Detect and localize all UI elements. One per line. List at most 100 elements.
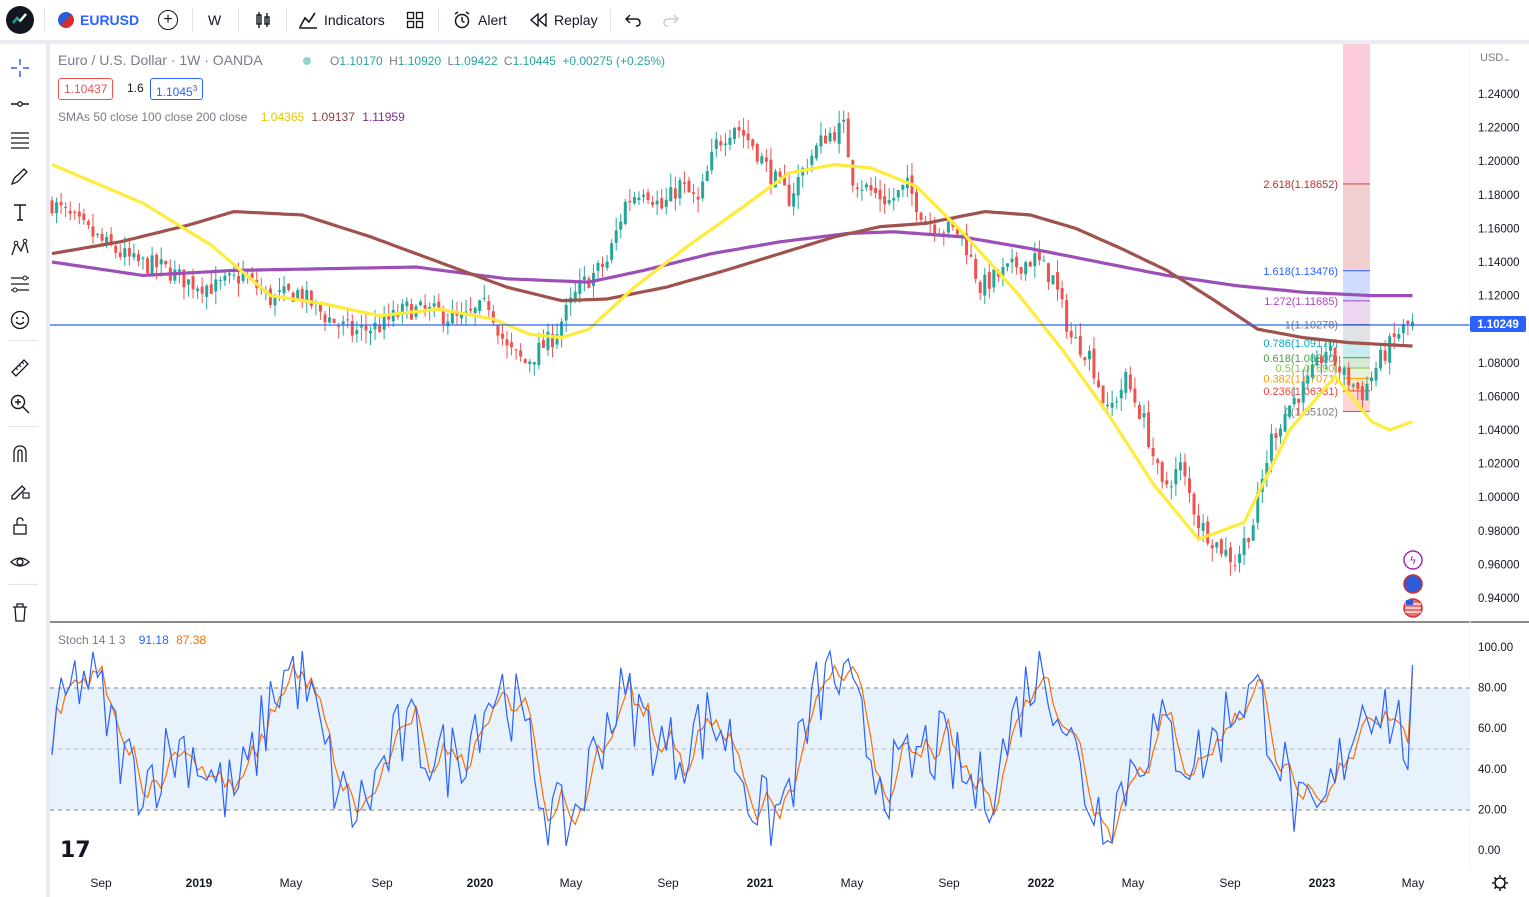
- trash-icon[interactable]: [6, 598, 34, 626]
- layouts-button[interactable]: [406, 0, 424, 40]
- sma100-value: 1.09137: [311, 110, 355, 124]
- fib-tool-icon[interactable]: [6, 126, 34, 154]
- lightning-event-icon[interactable]: [1403, 550, 1423, 570]
- buy-price-box[interactable]: 1.10453: [150, 78, 204, 100]
- alert-button[interactable]: Alert: [452, 0, 507, 40]
- candle-body: [1119, 389, 1123, 399]
- ruler-icon[interactable]: [6, 354, 34, 382]
- undo-button[interactable]: [624, 0, 642, 40]
- pattern-tool-icon[interactable]: [6, 234, 34, 262]
- candle-body: [123, 248, 127, 258]
- close-value: 1.10445: [512, 54, 556, 68]
- candle-body: [1092, 348, 1096, 379]
- price-tick: 1.06000: [1478, 391, 1520, 403]
- eye-icon[interactable]: [6, 548, 34, 576]
- trend-line-icon[interactable]: [6, 90, 34, 118]
- price-scale[interactable]: 1.24000 1.22000 1.20000 1.18000 1.16000 1.140…: [1478, 89, 1520, 605]
- stoch-k-line: [51, 648, 1414, 847]
- indicators-button[interactable]: Indicators: [298, 0, 385, 40]
- candle-body: [710, 151, 714, 171]
- candle-body: [387, 315, 391, 320]
- lock-drawing-icon[interactable]: [6, 476, 34, 504]
- crosshair-icon[interactable]: [6, 54, 34, 82]
- redo-button[interactable]: [662, 0, 680, 40]
- candle-body: [287, 283, 291, 290]
- sell-price-box[interactable]: 1.10437: [58, 78, 114, 100]
- candle-body: [514, 349, 518, 351]
- candle-body: [1274, 433, 1278, 439]
- candle-body: [446, 321, 450, 327]
- candle-body: [1392, 333, 1396, 337]
- candle-body: [59, 201, 63, 206]
- candle-body: [883, 196, 887, 205]
- candle-body: [241, 272, 245, 281]
- sma-legend[interactable]: SMAs 50 close 100 close 200 close 1.0436…: [58, 110, 405, 124]
- candle-body: [64, 207, 68, 209]
- candle-body: [1210, 545, 1214, 549]
- candle-body: [955, 228, 959, 235]
- time-tick: May: [280, 876, 303, 890]
- gear-icon[interactable]: [1492, 875, 1508, 891]
- candle-body: [1374, 367, 1378, 381]
- candle-body: [118, 252, 122, 257]
- candle-body: [614, 230, 618, 243]
- symbol-search-button[interactable]: EURUSD: [58, 0, 139, 40]
- zoom-in-icon[interactable]: [6, 390, 34, 418]
- candle-body: [1065, 300, 1069, 332]
- price-tick: 1.18000: [1478, 190, 1520, 202]
- candle-body: [1283, 414, 1287, 432]
- candle-body: [1074, 337, 1078, 339]
- candle-body: [437, 301, 441, 310]
- candle-body: [355, 330, 359, 335]
- interval-label: W: [208, 12, 222, 28]
- interval-button[interactable]: W: [208, 0, 221, 40]
- compare-add-button[interactable]: +: [158, 0, 178, 40]
- candle-body: [828, 133, 832, 142]
- price-tick: 0.98000: [1478, 526, 1520, 538]
- candle-body: [273, 294, 277, 306]
- stoch-scale[interactable]: 100.00 80.00 60.00 40.00 20.00 0.00: [1478, 642, 1513, 857]
- candle-body: [664, 199, 668, 207]
- stoch-legend[interactable]: Stoch 14 1 3 91.18 87.38: [58, 633, 206, 647]
- symbol-title[interactable]: Euro / U.S. Dollar · 1W · OANDA: [58, 52, 263, 68]
- candle-body: [582, 276, 586, 281]
- candle-body: [555, 334, 559, 345]
- candle-body: [746, 133, 750, 141]
- stoch-tick: 100.00: [1478, 642, 1513, 654]
- candle-body: [951, 223, 955, 227]
- emoji-icon[interactable]: [6, 306, 34, 334]
- lock-icon[interactable]: [6, 512, 34, 540]
- tradingview-logo-icon[interactable]: [6, 0, 34, 40]
- eu-event-icon[interactable]: [1403, 574, 1423, 594]
- replay-button[interactable]: Replay: [530, 0, 598, 40]
- candle-body: [1115, 401, 1119, 403]
- candle-body: [109, 234, 113, 245]
- candle-body: [755, 144, 759, 162]
- candle-body: [532, 361, 536, 365]
- replay-label: Replay: [554, 12, 598, 28]
- candle-body: [901, 184, 905, 190]
- text-tool-icon[interactable]: [6, 198, 34, 226]
- candle-body: [1015, 256, 1019, 268]
- buy-price-pip: 3: [192, 84, 198, 93]
- chart-type-button[interactable]: [254, 0, 272, 40]
- magnet-icon[interactable]: [6, 440, 34, 468]
- candle-body: [1342, 368, 1346, 375]
- stoch-tick: 80.00: [1478, 683, 1507, 695]
- time-tick: Sep: [371, 876, 393, 890]
- candle-body: [714, 139, 718, 149]
- fib-level-label: 2.618(1.18652): [1263, 179, 1338, 191]
- candle-body: [214, 279, 218, 292]
- candle-body: [723, 143, 727, 145]
- currency-label[interactable]: USD: [1480, 52, 1503, 64]
- candle-body: [560, 321, 564, 336]
- candle-body: [833, 132, 837, 141]
- currency-chevron-icon[interactable]: ⌄: [1503, 54, 1511, 64]
- forecast-tool-icon[interactable]: [6, 270, 34, 298]
- brush-icon[interactable]: [6, 162, 34, 190]
- time-scale[interactable]: Sep 2019 May Sep 2020 May Sep 2021 May Sep 2022 May…: [90, 876, 1424, 890]
- symbol-label: EURUSD: [80, 12, 140, 28]
- candle-body: [136, 254, 140, 262]
- candle-body: [1242, 538, 1246, 556]
